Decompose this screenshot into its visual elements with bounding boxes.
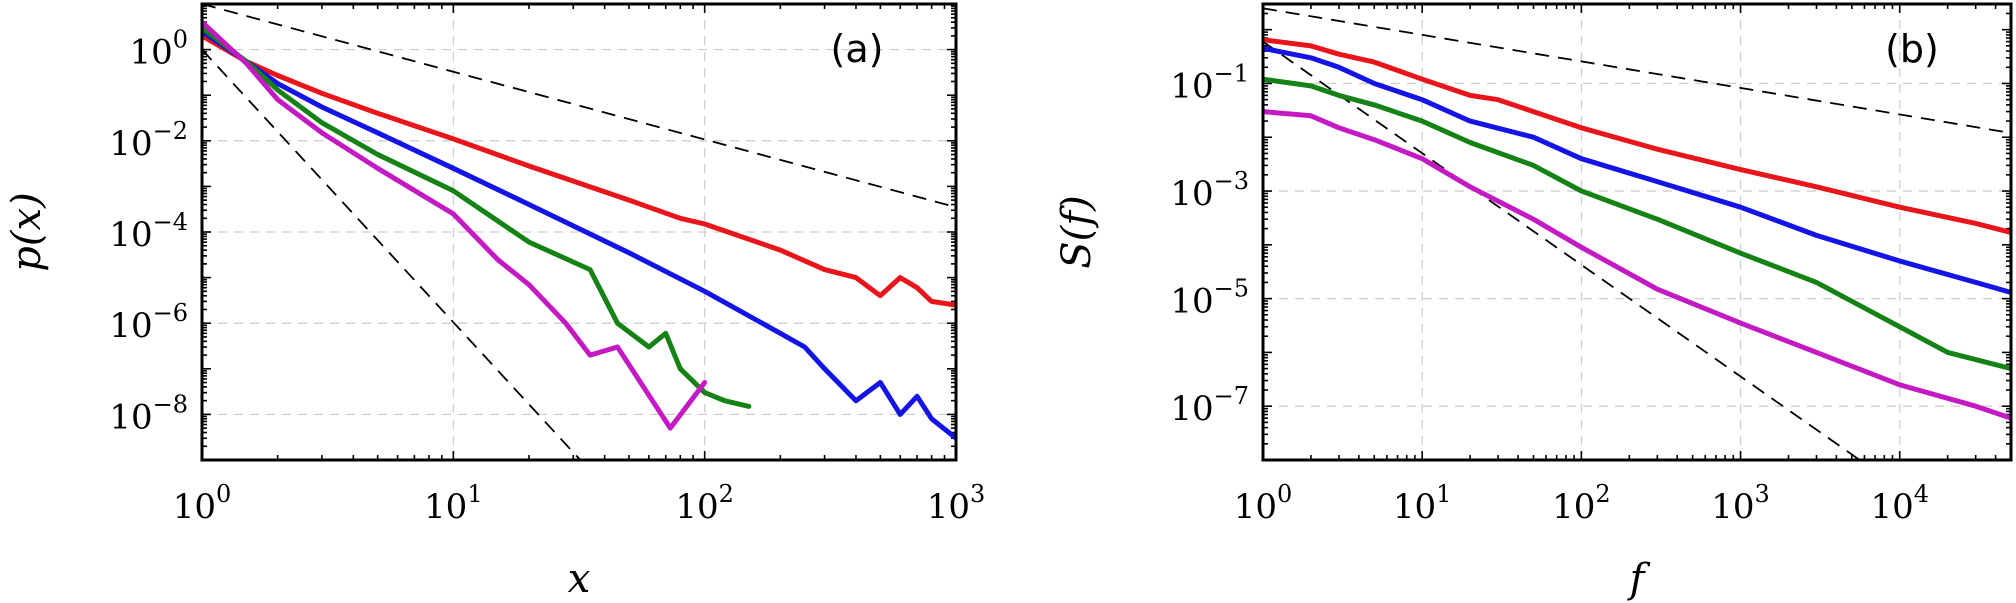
reference-line-2 <box>1263 42 1860 460</box>
series-line-4 <box>1263 112 2011 419</box>
x-tick-label-exponent: 0 <box>216 480 231 508</box>
y-tick-label-base: 10 <box>109 215 152 255</box>
series-group <box>202 22 956 438</box>
grid-lines <box>1263 4 2011 460</box>
x-axis-label: f <box>1627 556 1651 602</box>
y-tick-label-exponent: −5 <box>1214 275 1249 303</box>
x-tick-label: 102 <box>675 480 734 527</box>
y-tick-label-base: 10 <box>109 306 152 346</box>
y-tick-label: 10−4 <box>109 208 188 255</box>
tick-marks <box>1263 4 2011 460</box>
x-tick-label: 100 <box>1234 480 1293 527</box>
y-tick-label-base: 10 <box>109 124 152 164</box>
x-tick-label: 104 <box>1870 480 1929 527</box>
y-tick-label: 10−1 <box>1170 59 1249 106</box>
x-tick-labels: 100 101 102 103 104 <box>1234 480 1929 527</box>
y-tick-label-exponent: −8 <box>153 390 188 418</box>
y-tick-label-base: 10 <box>129 33 172 73</box>
grid-lines <box>202 4 956 460</box>
y-tick-label-base: 10 <box>1170 282 1213 322</box>
x-tick-label-exponent: 0 <box>1277 480 1292 508</box>
y-tick-label: 10−8 <box>109 390 188 437</box>
x-tick-label-base: 10 <box>424 487 467 527</box>
y-tick-label-base: 10 <box>1170 389 1213 429</box>
y-tick-label-base: 10 <box>1170 66 1213 106</box>
panel-label: (b) <box>1885 27 1939 71</box>
y-tick-label: 100 <box>129 26 188 73</box>
x-tick-labels: 100 101 102 103 <box>173 480 986 527</box>
y-tick-labels: 10−110−310−510−7 <box>1170 59 1249 429</box>
y-tick-label-exponent: 0 <box>173 26 188 54</box>
x-tick-label-base: 10 <box>1234 487 1277 527</box>
reference-lines <box>1263 8 2011 460</box>
x-tick-label-base: 10 <box>173 487 216 527</box>
y-tick-label-base: 10 <box>1170 174 1213 214</box>
x-tick-label-base: 10 <box>1552 487 1595 527</box>
x-tick-label-base: 10 <box>1711 487 1754 527</box>
x-tick-label: 100 <box>173 480 232 527</box>
x-tick-label-exponent: 3 <box>970 480 985 508</box>
x-tick-label-base: 10 <box>927 487 970 527</box>
y-tick-label-exponent: −7 <box>1214 382 1249 410</box>
x-tick-label-base: 10 <box>1870 487 1913 527</box>
plot-frame <box>1263 4 2011 460</box>
y-tick-label-exponent: −3 <box>1214 167 1249 195</box>
y-tick-label: 10−6 <box>109 299 188 346</box>
y-tick-label-exponent: −1 <box>1214 59 1249 87</box>
y-axis-label: S(f) <box>1054 195 1100 268</box>
series-line-2 <box>1263 48 2011 292</box>
series-line-3 <box>1263 79 2011 368</box>
reference-line-2 <box>202 50 580 460</box>
y-tick-label-exponent: −2 <box>153 117 188 145</box>
y-tick-label-exponent: −6 <box>153 299 188 327</box>
series-group <box>1263 40 2011 418</box>
x-tick-label-exponent: 2 <box>1595 480 1610 508</box>
panel-label: (a) <box>831 27 884 71</box>
x-tick-label-base: 10 <box>1393 487 1436 527</box>
x-tick-label: 103 <box>927 480 986 527</box>
x-tick-label: 101 <box>1393 480 1452 527</box>
x-tick-label-exponent: 2 <box>719 480 734 508</box>
y-axis-label: p(x) <box>4 192 50 271</box>
x-tick-label-exponent: 1 <box>1436 480 1451 508</box>
x-tick-label: 103 <box>1711 480 1770 527</box>
x-tick-label-base: 10 <box>675 487 718 527</box>
x-tick-label: 101 <box>424 480 483 527</box>
y-tick-label-exponent: −4 <box>153 208 188 236</box>
x-tick-label-exponent: 1 <box>467 480 482 508</box>
x-axis-label: x <box>568 556 591 602</box>
y-tick-label: 10−5 <box>1170 275 1249 322</box>
x-tick-label: 102 <box>1552 480 1611 527</box>
y-tick-label: 10−3 <box>1170 167 1249 214</box>
y-tick-label-base: 10 <box>109 397 152 437</box>
y-tick-label: 10−2 <box>109 117 188 164</box>
x-tick-label-exponent: 4 <box>1914 480 1929 508</box>
x-tick-label-exponent: 3 <box>1755 480 1770 508</box>
y-tick-label: 10−7 <box>1170 382 1249 429</box>
